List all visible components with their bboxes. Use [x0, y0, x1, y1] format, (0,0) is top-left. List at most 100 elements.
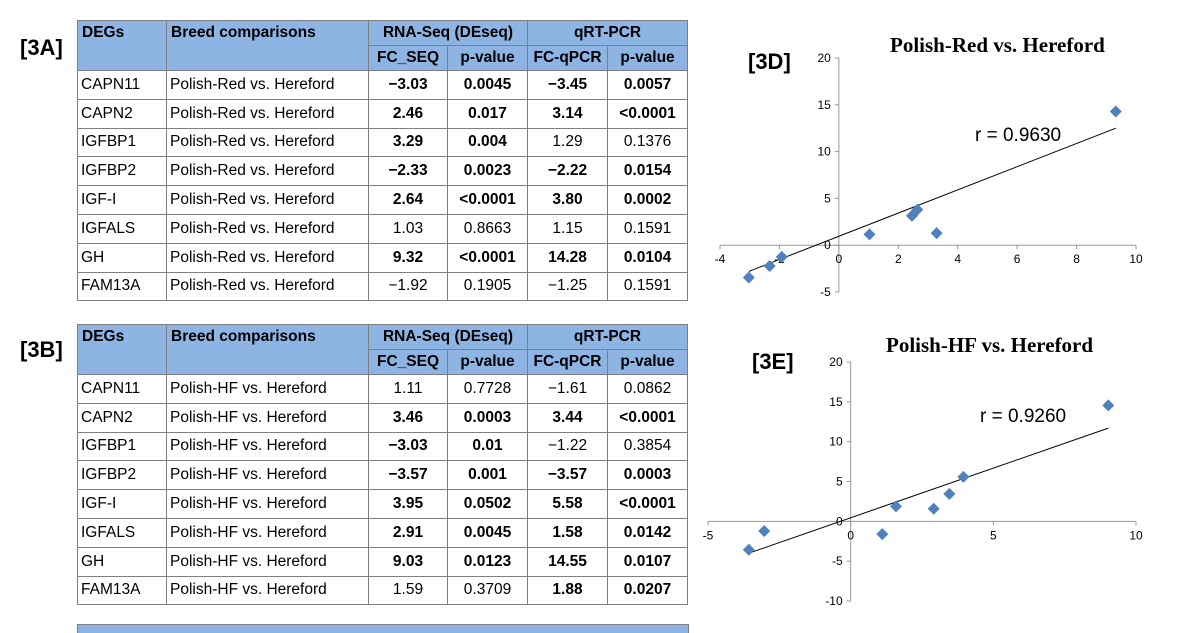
- fc-qpcr-cell: −3.57: [527, 460, 608, 491]
- y-tick-label: 10: [829, 435, 843, 449]
- gene-cell: CAPN11: [77, 70, 167, 100]
- col-header-pvalue-seq: p-value: [446, 45, 529, 71]
- pvalue-qpcr-cell: <0.0001: [607, 402, 688, 433]
- pvalue-qpcr-cell: <0.0001: [607, 489, 688, 519]
- comparison-cell: Polish-Red vs. Hereford: [166, 213, 369, 244]
- pvalue-qpcr-cell: 0.3854: [607, 431, 688, 462]
- comparison-cell: Polish-HF vs. Hereford: [166, 575, 369, 606]
- fc-qpcr-cell: 3.80: [527, 185, 609, 215]
- table-row: CAPN11 Polish-Red vs. Hereford −3.03 0.0045…: [77, 70, 689, 100]
- comparison-cell: Polish-HF vs. Hereford: [166, 374, 369, 404]
- y-tick-label: 15: [829, 395, 843, 409]
- data-point: [890, 500, 903, 513]
- fc-seq-cell: 2.64: [368, 185, 448, 215]
- fc-qpcr-cell: 5.58: [527, 489, 608, 519]
- col-header-fc-qpcr: FC-qPCR: [527, 349, 608, 375]
- data-point: [1102, 399, 1115, 412]
- table-row: IGF-I Polish-HF vs. Hereford 3.95 0.0502 5.5…: [77, 489, 688, 519]
- x-tick-label: 2: [895, 252, 902, 266]
- pvalue-qpcr-cell: <0.0001: [607, 98, 689, 129]
- pvalue-seq-cell: 0.01: [447, 431, 528, 462]
- col-header-rnaseq: RNA-Seq (DEseq): [368, 324, 528, 350]
- pvalue-qpcr-cell: 0.1591: [607, 213, 689, 244]
- trendline: [748, 127, 1116, 272]
- deg-table-3b: DEGs Breed comparisons RNA-Seq (DEseq) q…: [77, 324, 688, 606]
- data-point: [863, 228, 876, 241]
- trendline: [748, 427, 1109, 554]
- y-tick-label: -10: [825, 594, 843, 608]
- pvalue-qpcr-cell: 0.0207: [607, 575, 688, 606]
- pvalue-seq-cell: 0.8663: [446, 213, 529, 244]
- comparison-cell: Polish-HF vs. Hereford: [166, 517, 369, 548]
- fc-qpcr-cell: −3.45: [527, 70, 609, 100]
- fc-seq-cell: 1.59: [368, 575, 448, 606]
- col-header-breed-comparisons: Breed comparisons: [166, 324, 369, 375]
- pvalue-seq-cell: 0.001: [447, 460, 528, 491]
- fc-seq-cell: 1.03: [368, 213, 448, 244]
- table-row: CAPN11 Polish-HF vs. Hereford 1.11 0.7728 −1…: [77, 374, 688, 404]
- x-tick-label: -5: [703, 528, 714, 542]
- pvalue-qpcr-cell: 0.0107: [607, 546, 688, 577]
- pvalue-qpcr-cell: 0.0154: [607, 156, 689, 187]
- chart-title: Polish-HF vs. Hereford: [886, 333, 1093, 357]
- col-header-breed-comparisons: Breed comparisons: [166, 20, 369, 71]
- gene-cell: IGFBP1: [77, 127, 167, 158]
- fc-qpcr-cell: 1.88: [527, 575, 608, 606]
- y-tick-label: 5: [824, 191, 831, 205]
- panel-label: [3E]: [752, 349, 794, 374]
- comparison-cell: Polish-HF vs. Hereford: [166, 402, 369, 433]
- pvalue-seq-cell: 0.1905: [446, 271, 529, 302]
- comparison-cell: Polish-Red vs. Hereford: [166, 156, 369, 187]
- y-tick-label: 5: [836, 475, 843, 489]
- table-row: IGFALS Polish-Red vs. Hereford 1.03 0.8663 1…: [77, 213, 689, 244]
- panel-label-3b: [3B]: [20, 337, 63, 362]
- x-tick-label-zero: 0: [836, 252, 843, 266]
- table-row: CAPN2 Polish-HF vs. Hereford 3.46 0.0003 3.4…: [77, 402, 688, 433]
- data-point: [775, 250, 788, 263]
- y-tick-label: 20: [829, 355, 843, 369]
- panel-label: [3D]: [748, 49, 791, 74]
- gene-cell: IGFALS: [77, 213, 167, 244]
- fc-seq-cell: −1.92: [368, 271, 448, 302]
- table-row: IGFBP2 Polish-HF vs. Hereford −3.57 0.001 −3…: [77, 460, 688, 491]
- pvalue-seq-cell: <0.0001: [446, 242, 529, 273]
- fc-qpcr-cell: 1.29: [527, 127, 609, 158]
- y-tick-label: 10: [817, 145, 831, 159]
- gene-cell: CAPN2: [77, 402, 167, 433]
- data-point: [742, 271, 755, 284]
- pvalue-seq-cell: 0.0003: [447, 402, 528, 433]
- y-tick-label: 15: [817, 98, 831, 112]
- x-tick-label: 5: [990, 528, 997, 542]
- pvalue-seq-cell: 0.0023: [446, 156, 529, 187]
- panel-label-3a: [3A]: [20, 35, 63, 60]
- table-row: IGFBP1 Polish-HF vs. Hereford −3.03 0.01 −1.…: [77, 431, 688, 462]
- gene-cell: IGF-I: [77, 489, 167, 519]
- gene-cell: IGFBP2: [77, 460, 167, 491]
- data-point: [876, 528, 889, 541]
- x-tick-label-zero: 0: [847, 528, 854, 542]
- col-header-pvalue-seq: p-value: [447, 349, 528, 375]
- gene-cell: IGFBP2: [77, 156, 167, 187]
- comparison-cell: Polish-Red vs. Hereford: [166, 242, 369, 273]
- col-header-fc-seq: FC_SEQ: [368, 349, 448, 375]
- col-header-degs: DEGs: [77, 324, 167, 375]
- fc-qpcr-cell: −1.22: [527, 431, 608, 462]
- fc-seq-cell: 9.32: [368, 242, 448, 273]
- comparison-cell: Polish-HF vs. Hereford: [166, 431, 369, 462]
- y-tick-label: -5: [820, 285, 831, 299]
- table-row: FAM13A Polish-HF vs. Hereford 1.59 0.3709 1.…: [77, 575, 688, 606]
- y-tick-label: -5: [832, 554, 843, 568]
- pvalue-qpcr-cell: 0.0862: [607, 374, 688, 404]
- gene-cell: FAM13A: [77, 575, 167, 606]
- comparison-cell: Polish-HF vs. Hereford: [166, 489, 369, 519]
- pvalue-qpcr-cell: 0.0057: [607, 70, 689, 100]
- col-header-rnaseq: RNA-Seq (DEseq): [367, 20, 529, 46]
- comparison-cell: Polish-Red vs. Hereford: [166, 185, 369, 215]
- x-tick-label: 10: [1129, 252, 1143, 266]
- correlation-label: r = 0.9630: [975, 125, 1061, 146]
- x-tick-label: 4: [954, 252, 961, 266]
- comparison-cell: Polish-Red vs. Hereford: [166, 127, 369, 158]
- fc-qpcr-cell: 14.28: [527, 242, 609, 273]
- pvalue-seq-cell: 0.0045: [446, 70, 529, 100]
